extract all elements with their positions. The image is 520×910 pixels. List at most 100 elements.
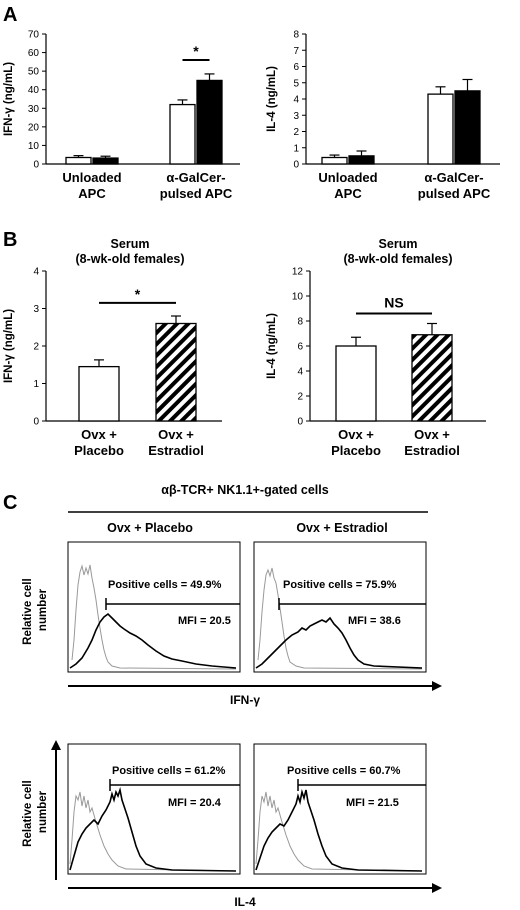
category-label: Ovx + Estradiol [148,427,204,458]
histogram-frame [67,541,241,673]
y-tick-label: 30 [28,104,40,115]
y-tick-label: 10 [292,292,304,303]
panel-c-flow-histograms: αβ-TCR+ NK1.1+-gated cells Ovx + Placebo… [22,483,442,909]
row1-ylabel: Relative cell number [22,575,49,645]
y-tick-label: 20 [28,122,40,133]
chart-title: Serum (8-wk-old females) [343,237,452,266]
category-label-line: Unloaded [318,170,377,185]
stained-histogram-trace [255,788,423,872]
y-tick-label: 10 [28,141,40,152]
y-tick-label: 1 [293,143,299,154]
y-tick-label: 2 [33,342,39,353]
y-tick-label: 6 [297,342,303,353]
positive-cells-label: Positive cells = 60.7% [287,765,401,777]
panel-c-header: αβ-TCR+ NK1.1+-gated cells [161,483,328,497]
stained-histogram-trace [69,786,237,872]
category-label-line: pulsed APC [418,186,491,201]
histogram-ifng-estradiol: Positive cells = 75.9% MFI = 38.6 [253,541,427,673]
histogram-frame [67,743,241,875]
y-axis-label: IL-4 (ng/mL) [266,313,278,379]
y-tick-label: 3 [293,111,299,122]
y-axis-label: IFN-γ (ng/mL) [3,309,15,383]
y-tick-label: 70 [28,30,40,41]
control-histogram-trace [69,791,237,872]
category-label: Ovx + Estradiol [404,427,460,458]
significance-label: NS [384,295,403,311]
chart-b-il4: Serum (8-wk-old females) 0 2 4 6 8 10 12 IL-4 (ng… [266,237,486,458]
mfi-label: MFI = 20.5 [178,615,231,627]
bar [92,157,119,165]
chart-title-line: Serum [111,237,150,251]
category-label-line: Ovx + [338,427,374,442]
x-axis-label-il4: IL-4 [234,895,256,909]
category-label-line: α-GalCer- [166,170,225,185]
y-tick-label: 60 [28,48,40,59]
positive-cells-label: Positive cells = 61.2% [112,765,226,777]
category-label-line: APC [334,186,362,201]
y-tick-label: 0 [33,417,39,428]
chart-title: Serum (8-wk-old females) [75,237,184,266]
category-label: Unloaded APC [62,170,121,201]
y-tick-label: 8 [293,30,299,41]
y-tick-label: 0 [33,160,39,171]
y-tick-label: 2 [297,392,303,403]
positive-cells-label: Positive cells = 75.9% [283,579,397,591]
y-tick-label: 6 [293,62,299,73]
category-label: Ovx + Placebo [74,427,124,458]
category-label-line: Estradiol [404,443,460,458]
panel-label-a: A [3,4,17,26]
category-label-line: Ovx + [81,427,117,442]
category-label-line: APC [78,186,106,201]
category-label-line: Ovx + [158,427,194,442]
histogram-frame [253,743,427,875]
category-label-line: Placebo [74,443,124,458]
histogram-frame [253,541,427,673]
column-label-estradiol: Ovx + Estradiol [296,521,387,535]
y-tick-label: 8 [297,317,303,328]
stained-histogram-trace [255,616,423,669]
y-tick-label: 12 [292,267,304,278]
category-label-line: pulsed APC [160,186,233,201]
histogram-il4-estradiol: Positive cells = 60.7% MFI = 21.5 [253,743,427,875]
histogram-row-ifng: Relative cell number Positive cells = 49… [22,541,442,707]
positive-cells-label: Positive cells = 49.9% [108,579,222,591]
control-histogram-trace [71,564,237,670]
y-tick-label: 4 [297,367,303,378]
bar [348,155,375,165]
control-histogram-trace [257,567,423,670]
category-label-line: Unloaded [62,170,121,185]
chart-a-ifng: 0 10 20 30 40 50 60 70 IFN-γ (ng/mL) Unloaded APC α… [3,30,240,201]
chart-b-ifng: Serum (8-wk-old females) 0 1 2 3 4 IFN-γ (ng/mL… [3,237,222,458]
y-tick-label: 50 [28,67,40,78]
panel-label-c: C [3,492,17,514]
category-label: α-GalCer-pulsed APC [418,170,491,201]
bar [196,79,223,165]
bar [427,93,454,165]
y-tick-label: 4 [293,95,299,106]
column-label-placebo: Ovx + Placebo [107,521,193,535]
y-axis-label: IFN-γ (ng/mL) [3,62,15,136]
bar [65,156,92,165]
y-tick-label: 4 [33,267,39,278]
chart-title-line: Serum [379,237,418,251]
bar [155,322,197,422]
category-label-line: Placebo [331,443,381,458]
bar [321,156,348,165]
row2-ylabel: Relative cell number [22,777,49,847]
bar [78,365,120,422]
mfi-label: MFI = 20.4 [168,797,222,809]
mfi-label: MFI = 21.5 [346,797,399,809]
category-label-line: Estradiol [148,443,204,458]
category-label-line: Ovx + [414,427,450,442]
bar [169,103,196,165]
significance-label: * [135,286,141,302]
bar [411,334,453,422]
chart-title-line: (8-wk-old females) [75,252,184,266]
significance-label: * [193,43,199,59]
category-label: Unloaded APC [318,170,377,201]
stained-histogram-trace [69,612,237,669]
histogram-row-il4: Relative cell number Positive cells = 61… [22,740,442,909]
chart-a-il4: 0 1 2 3 4 5 6 7 8 IL-4 (ng/mL) Unloaded APC α-GalCer… [266,30,500,201]
panel-label-b: B [3,229,17,251]
